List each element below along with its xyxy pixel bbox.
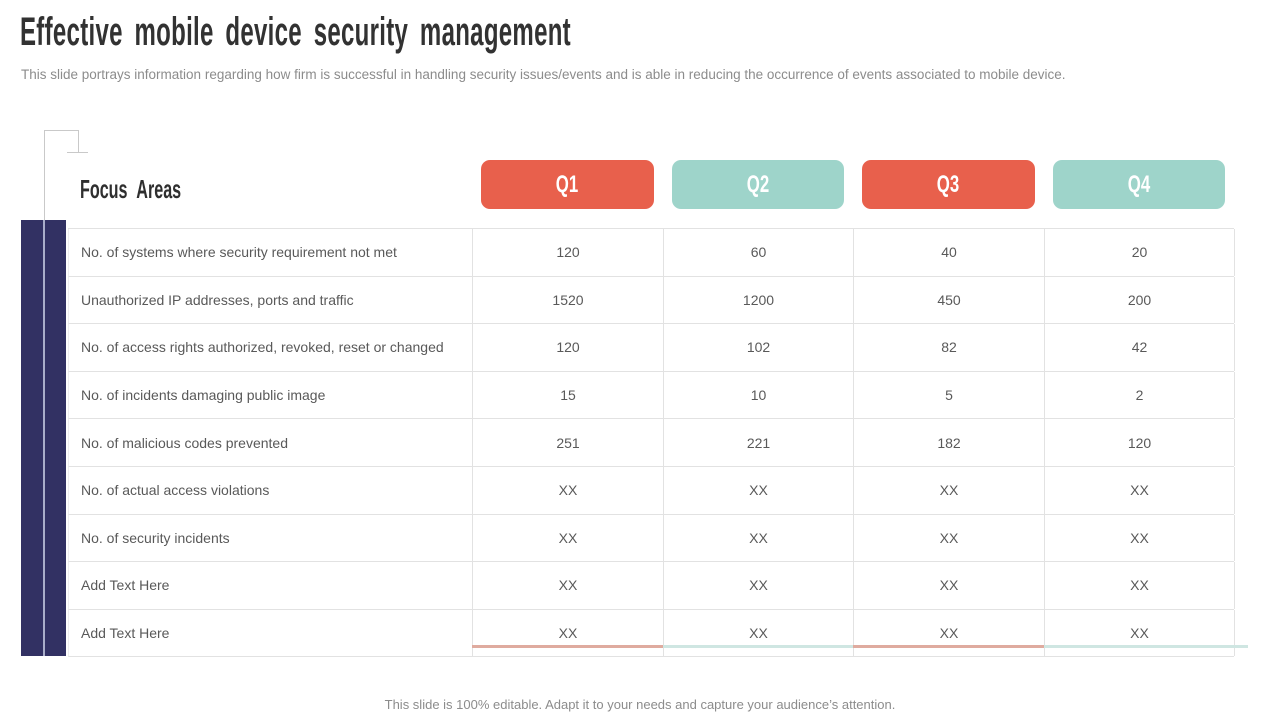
column-underline-q3 [853,645,1044,648]
table-row: Unauthorized IP addresses, ports and tra… [68,276,1235,325]
cell-value[interactable]: XX [473,466,664,514]
cell-value: 1200 [664,276,854,324]
cell-value: 221 [664,419,854,466]
cell-value[interactable]: XX [473,562,664,609]
row-label: Unauthorized IP addresses, ports and tra… [69,276,473,324]
table-row: Add Text Here XX XX XX XX [68,609,1235,658]
cell-value[interactable]: XX [854,514,1045,562]
table-row: Add Text Here XX XX XX XX [68,562,1235,610]
row-label: No. of actual access violations [69,466,473,514]
cell-value: 120 [473,229,664,276]
row-label: No. of security incidents [69,514,473,562]
cell-value: 251 [473,419,664,466]
focus-areas-label: Focus Areas [68,165,472,214]
row-label: No. of incidents damaging public image [69,371,473,419]
cell-value[interactable]: XX [854,466,1045,514]
cell-value: 60 [664,229,854,276]
cell-value[interactable]: XX [664,562,854,609]
cell-value: 5 [854,371,1045,419]
quarter-header-label: Q4 [1127,170,1151,198]
page-title: Effective mobile device security managem… [20,10,938,54]
cell-value[interactable]: XX [473,609,664,657]
column-underline-q2 [663,645,853,648]
cell-value: 40 [854,229,1045,276]
table-row: No. of actual access violations XX XX XX XX [68,466,1235,515]
slide-subtitle: This slide portrays information regardin… [21,67,1066,82]
cell-value: 20 [1045,229,1235,276]
table-row: No. of malicious codes prevented 251 221 18… [68,419,1235,467]
decorative-line [43,220,45,656]
cell-value[interactable]: XX [1045,514,1235,562]
cell-value: 102 [664,324,854,371]
column-underlines [68,645,1248,648]
focus-areas-text: Focus Areas [80,174,182,204]
cell-value[interactable]: XX [664,609,854,657]
cell-value: 450 [854,276,1045,324]
quarter-header-label: Q3 [937,170,960,198]
cell-value: 1520 [473,276,664,324]
row-label: No. of malicious codes prevented [69,419,473,466]
cell-value[interactable]: XX [854,609,1045,657]
quarter-header-q2-button[interactable]: Q2 [672,160,844,209]
decorative-line [44,130,78,131]
cell-value: 2 [1045,371,1235,419]
cell-value: 42 [1045,324,1235,371]
cell-value: 200 [1045,276,1235,324]
column-underline-q1 [472,645,663,648]
table-body: No. of systems where security requiremen… [68,228,1235,658]
cell-value: 10 [664,371,854,419]
quarter-header-label: Q2 [746,170,770,198]
cell-value: 15 [473,371,664,419]
quarter-header-label: Q1 [556,170,579,198]
column-underline-q4 [1044,645,1248,648]
metrics-table: Focus Areas Q1 Q2 Q3 Q4 No. of systems wher… [68,160,1248,658]
decorative-line [44,130,45,220]
table-row: No. of security incidents XX XX XX XX [68,514,1235,563]
row-label[interactable]: Add Text Here [69,562,473,609]
cell-value: 120 [1045,419,1235,466]
cell-value: 82 [854,324,1045,371]
underline-spacer [68,645,472,648]
row-label[interactable]: Add Text Here [69,609,473,657]
row-label: No. of access rights authorized, revoked… [69,324,473,371]
cell-value[interactable]: XX [1045,562,1235,609]
table-row: No. of incidents damaging public image 15… [68,371,1235,420]
cell-value[interactable]: XX [664,514,854,562]
decorative-line [78,130,79,153]
row-label: No. of systems where security requiremen… [69,229,473,276]
decorative-line [67,152,88,153]
quarter-header-q1-button[interactable]: Q1 [481,160,654,209]
footer-note: This slide is 100% editable. Adapt it to… [384,697,896,712]
cell-value: 182 [854,419,1045,466]
cell-value[interactable]: XX [473,514,664,562]
table-row: No. of access rights authorized, revoked… [68,324,1235,372]
cell-value[interactable]: XX [1045,609,1235,657]
cell-value[interactable]: XX [664,466,854,514]
table-row: No. of systems where security requiremen… [68,229,1235,277]
quarter-header-q3-button[interactable]: Q3 [862,160,1035,209]
page-title-text: Effective mobile device security managem… [20,10,571,54]
quarter-header-q4-button[interactable]: Q4 [1053,160,1225,209]
cell-value[interactable]: XX [854,562,1045,609]
cell-value[interactable]: XX [1045,466,1235,514]
cell-value: 120 [473,324,664,371]
table-header-row: Focus Areas Q1 Q2 Q3 Q4 [68,160,1234,209]
